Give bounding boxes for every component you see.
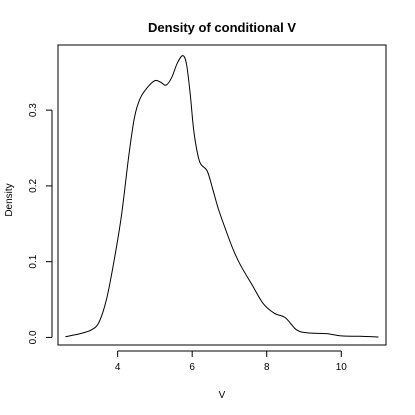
- y-axis: 0.0 0.1 0.2 0.3: [28, 103, 53, 344]
- y-tick-label: 0.0: [28, 330, 39, 344]
- x-tick-label: 10: [336, 362, 348, 373]
- plot-frame: [57, 44, 387, 346]
- y-axis-label: Density: [4, 183, 15, 216]
- y-tick-label: 0.3: [28, 103, 39, 117]
- density-curve: [65, 55, 379, 338]
- chart-title: Density of conditional V: [148, 20, 296, 35]
- y-tick-label: 0.1: [28, 254, 39, 268]
- x-tick-label: 6: [189, 362, 195, 373]
- x-axis: 4 6 8 10: [115, 350, 348, 373]
- x-tick-label: 8: [264, 362, 270, 373]
- x-axis-label: V: [219, 390, 226, 401]
- y-tick-label: 0.2: [28, 179, 39, 193]
- x-tick-label: 4: [115, 362, 121, 373]
